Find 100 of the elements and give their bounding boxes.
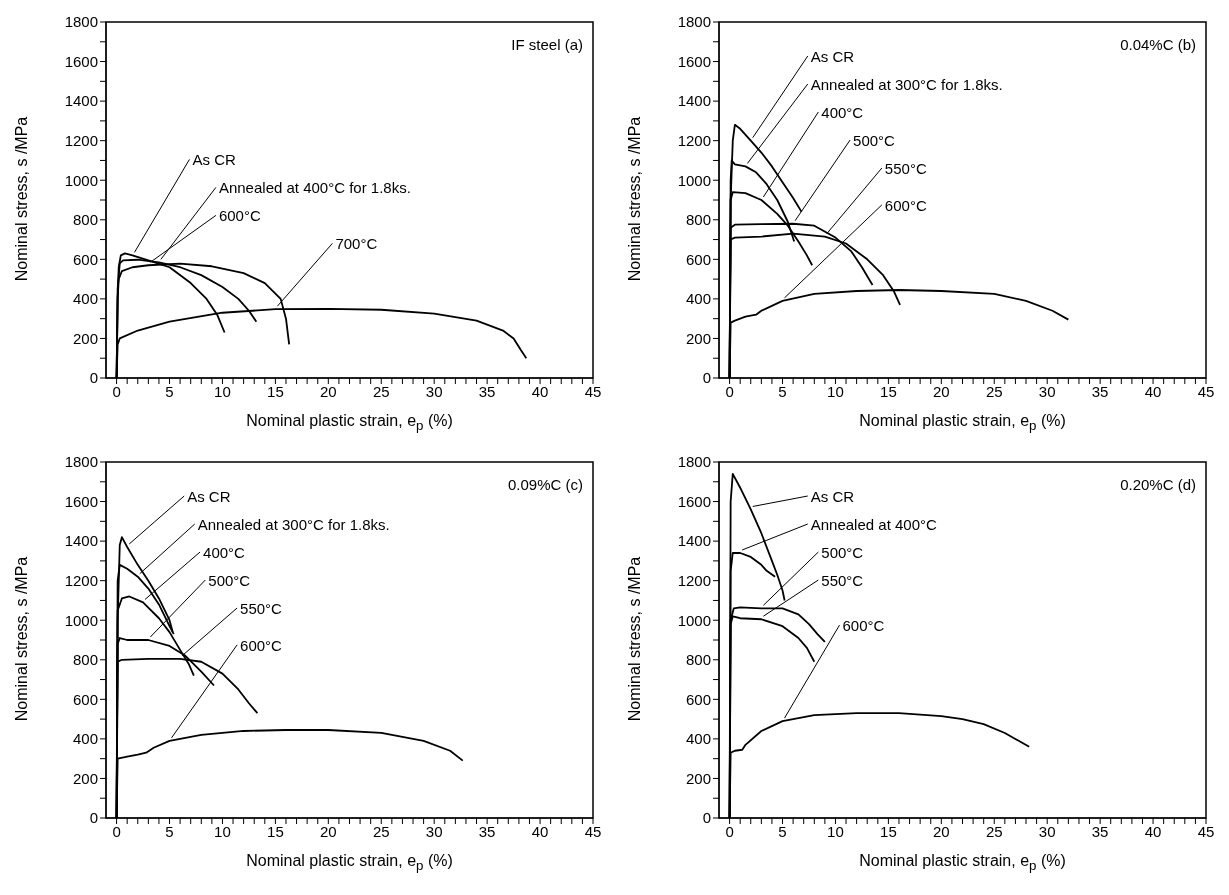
text: Annealed at 400°C for 1.8ks. [218,179,411,197]
x-tick-label: 45 [1197,822,1215,840]
text: 600°C [884,196,927,214]
y-tick-label: 600 [72,690,98,708]
y-tick-label: 1600 [64,492,98,510]
y-tick-label: 1800 [677,13,711,31]
x-tick-label: 25 [372,382,390,400]
x-tick-label: 45 [1197,382,1215,400]
text: 700°C [335,235,378,253]
x-axis-title: Nominal plastic strain, e$_{p}$ (%) [858,412,1067,434]
x-tick-label: 20 [319,822,337,840]
y-tick-label: 1400 [677,92,711,110]
annotation: 0.04%C (b) [1120,36,1196,53]
y-tick-label: 0 [89,809,98,827]
x-tick-label: 15 [267,822,284,840]
text: 500°C [208,572,251,589]
x-tick-label: 40 [1144,382,1162,400]
text: 600°C [842,617,885,635]
y-tick-label: 1400 [64,532,98,550]
x-tick-label: 45 [584,382,602,400]
x-tick-label: 5 [778,382,787,400]
y-tick-label: 1200 [64,571,98,589]
y-tick-label: 200 [72,769,98,787]
y-tick-label: 1200 [677,131,711,149]
text: Annealed at 300°C for 1.8ks. [197,516,390,533]
text: 500°C [853,132,896,149]
y-axis-title: Nominal stress, s /MPa [13,555,31,724]
y-tick-label: 800 [685,211,711,229]
text: 400°C [203,544,246,561]
text: Annealed at 300°C for 1.8ks. [810,76,1003,93]
y-tick-label: 1600 [64,52,98,70]
x-tick-label: 45 [584,822,602,840]
text: As CR [187,488,231,505]
x-tick-label: 5 [165,382,174,400]
x-tick-label: 35 [1091,822,1109,840]
y-tick-label: 0 [702,809,711,827]
y-tick-label: 1000 [64,171,98,189]
x-axis-title: Nominal plastic strain, e$_{p}$ (%) [858,852,1067,874]
annotation: 0.09%C (c) [507,476,583,493]
x-tick-label: 35 [478,382,496,400]
x-tick-label: 30 [425,822,443,840]
y-tick-label: 1600 [677,492,711,510]
x-tick-label: 15 [880,382,897,400]
y-tick-label: 600 [685,690,711,708]
x-tick-label: 5 [165,822,174,840]
x-tick-label: 10 [214,382,231,400]
text: 550°C [821,572,864,589]
text: Annealed at 400°C [810,516,938,533]
text: 400°C [821,104,864,121]
text: As CR [810,48,855,65]
x-tick-label: 15 [880,822,897,840]
x-tick-label: 0 [112,822,121,840]
y-tick-label: 1000 [677,611,711,629]
x-tick-label: 10 [214,822,231,840]
x-tick-label: 10 [827,382,844,400]
text: As CR [192,151,236,169]
x-tick-label: 5 [778,822,787,840]
x-tick-label: 0 [112,382,121,400]
x-tick-label: 20 [932,382,950,400]
text: 600°C [240,636,283,654]
y-tick-label: 600 [685,250,711,268]
annotation: 0.20%C (d) [1120,476,1196,493]
y-tick-label: 400 [685,290,711,308]
y-tick-label: 800 [685,651,711,669]
x-tick-label: 25 [372,822,390,840]
y-tick-label: 1400 [677,532,711,550]
text: 550°C [240,600,283,617]
y-tick-label: 0 [702,369,711,387]
x-tick-label: 15 [267,382,284,400]
y-tick-label: 400 [72,290,98,308]
y-tick-label: 1800 [64,13,98,31]
y-tick-label: 200 [685,769,711,787]
y-tick-label: 1400 [64,92,98,110]
text: 550°C [884,160,927,177]
y-axis-title: Nominal stress, s /MPa [626,115,644,284]
x-tick-label: 25 [985,822,1003,840]
x-axis-title: Nominal plastic strain, e$_{p}$ (%) [245,852,454,874]
y-tick-label: 800 [72,211,98,229]
y-tick-label: 400 [72,730,98,748]
y-tick-label: 0 [89,369,98,387]
x-tick-label: 35 [1091,382,1109,400]
y-axis-title: Nominal stress, s /MPa [626,555,644,724]
x-tick-label: 30 [1038,822,1056,840]
y-tick-label: 600 [72,250,98,268]
y-tick-label: 1000 [64,611,98,629]
text: 500°C [821,544,864,561]
annotation: IF steel (a) [511,36,583,53]
x-tick-label: 40 [531,822,549,840]
x-tick-label: 40 [1144,822,1162,840]
text: 600°C [218,207,261,225]
y-tick-label: 200 [685,329,711,347]
y-tick-label: 1200 [64,131,98,149]
legend-label: As CR [810,488,855,505]
y-tick-label: 400 [685,730,711,748]
y-tick-label: 1000 [677,171,711,189]
x-tick-label: 20 [932,822,950,840]
x-axis-title: Nominal plastic strain, e$_{p}$ (%) [245,412,454,434]
y-tick-label: 200 [72,329,98,347]
x-tick-label: 20 [319,382,337,400]
y-tick-label: 1600 [677,52,711,70]
